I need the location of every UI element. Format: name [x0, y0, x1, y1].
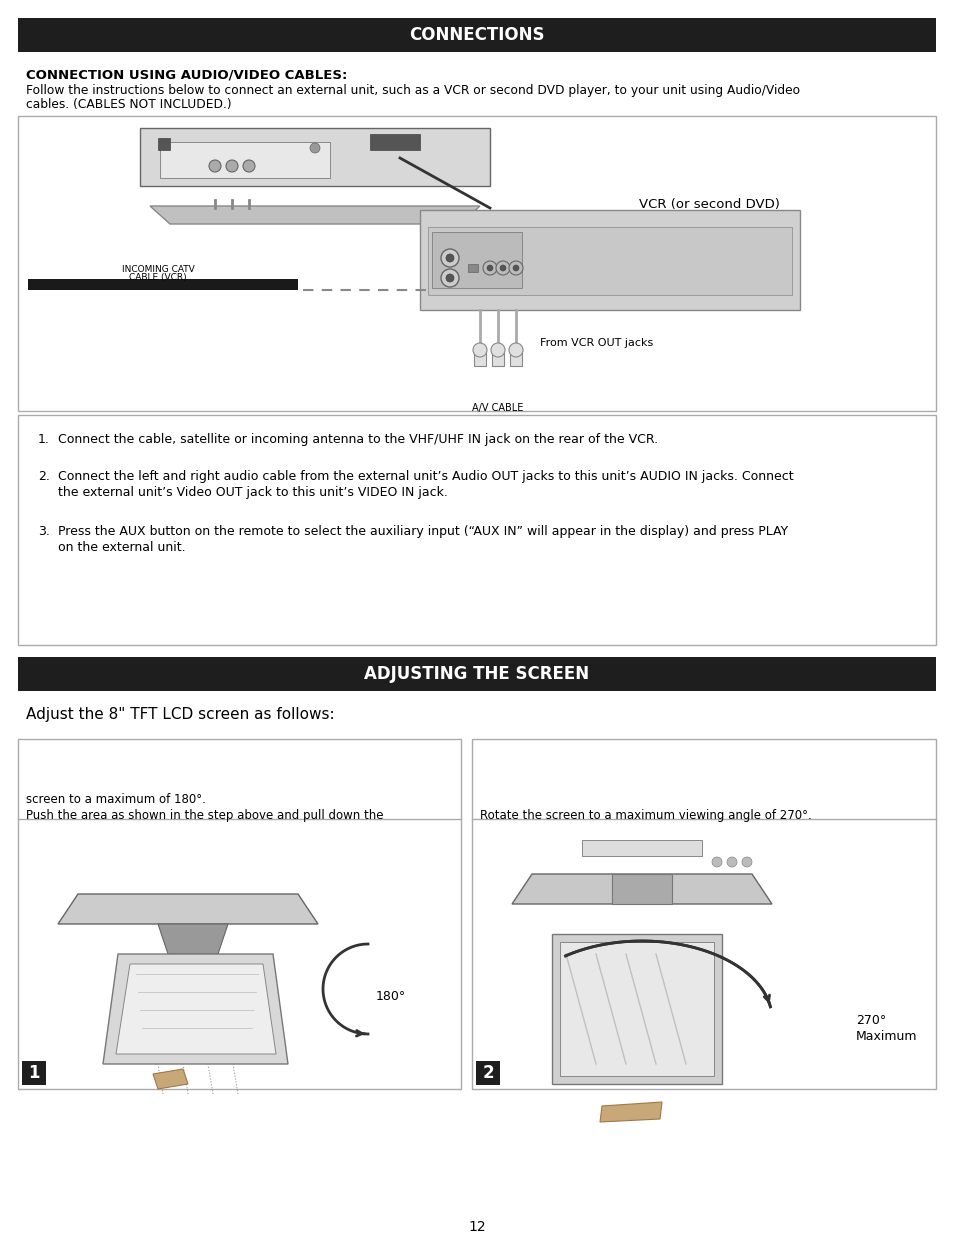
- Text: Connect the left and right audio cable from the external unit’s Audio OUT jacks : Connect the left and right audio cable f…: [58, 471, 793, 483]
- Text: Rotate the screen to a maximum viewing angle of 270°.: Rotate the screen to a maximum viewing a…: [479, 809, 811, 823]
- Circle shape: [440, 269, 458, 287]
- Bar: [22, 1061, 46, 1086]
- Text: CONNECTIONS: CONNECTIONS: [409, 26, 544, 44]
- Bar: [160, 142, 330, 178]
- Text: Maximum: Maximum: [855, 1030, 917, 1044]
- Text: CABLE (VCR): CABLE (VCR): [129, 273, 187, 282]
- Polygon shape: [150, 206, 479, 224]
- Circle shape: [473, 343, 486, 357]
- Text: 2: 2: [481, 1065, 494, 1082]
- Text: INCOMING CATV: INCOMING CATV: [121, 266, 194, 274]
- Bar: [476, 1061, 499, 1086]
- Circle shape: [243, 161, 254, 172]
- Bar: [552, 934, 721, 1084]
- Bar: [18, 19, 935, 52]
- Polygon shape: [158, 924, 228, 953]
- Circle shape: [491, 343, 504, 357]
- Text: ADJUSTING THE SCREEN: ADJUSTING THE SCREEN: [364, 664, 589, 683]
- Text: Adjust the 8" TFT LCD screen as follows:: Adjust the 8" TFT LCD screen as follows:: [26, 706, 335, 722]
- Bar: [140, 128, 490, 186]
- Text: From VCR OUT jacks: From VCR OUT jacks: [539, 338, 653, 348]
- Bar: [510, 348, 521, 366]
- Polygon shape: [599, 1102, 661, 1123]
- Text: 1.: 1.: [38, 433, 50, 446]
- Bar: [559, 942, 713, 1076]
- Text: 2.: 2.: [38, 471, 50, 483]
- Text: Push the area as shown in the step above and pull down the: Push the area as shown in the step above…: [26, 809, 383, 823]
- Circle shape: [486, 266, 493, 270]
- Circle shape: [509, 261, 522, 275]
- Bar: [18, 415, 935, 645]
- Text: 3.: 3.: [38, 525, 50, 538]
- Text: 270°: 270°: [855, 1014, 885, 1028]
- Text: CONNECTION USING AUDIO/VIDEO CABLES:: CONNECTION USING AUDIO/VIDEO CABLES:: [26, 68, 347, 82]
- Bar: [158, 138, 170, 149]
- Text: VCR (or second DVD): VCR (or second DVD): [639, 198, 780, 211]
- Bar: [612, 874, 671, 904]
- Bar: [18, 657, 935, 692]
- Bar: [468, 264, 477, 272]
- Text: Follow the instructions below to connect an external unit, such as a VCR or seco: Follow the instructions below to connect…: [26, 84, 800, 98]
- Text: A/V CABLE: A/V CABLE: [472, 403, 523, 412]
- Circle shape: [226, 161, 237, 172]
- Circle shape: [310, 143, 319, 153]
- Polygon shape: [116, 965, 275, 1053]
- Circle shape: [482, 261, 497, 275]
- Bar: [581, 840, 701, 856]
- Polygon shape: [512, 874, 771, 904]
- Polygon shape: [103, 953, 288, 1065]
- Polygon shape: [152, 1070, 188, 1089]
- Bar: [18, 739, 460, 1089]
- Circle shape: [496, 261, 510, 275]
- Bar: [492, 348, 503, 366]
- Circle shape: [711, 857, 721, 867]
- Bar: [432, 232, 521, 288]
- Bar: [18, 116, 935, 411]
- Text: the external unit’s Video OUT jack to this unit’s VIDEO IN jack.: the external unit’s Video OUT jack to th…: [58, 487, 447, 499]
- Circle shape: [446, 254, 454, 262]
- Circle shape: [509, 343, 522, 357]
- Bar: [28, 279, 297, 290]
- Text: screen to a maximum of 180°.: screen to a maximum of 180°.: [26, 793, 206, 806]
- Text: Connect the cable, satellite or incoming antenna to the VHF/UHF IN jack on the r: Connect the cable, satellite or incoming…: [58, 433, 658, 446]
- Text: 1: 1: [29, 1065, 40, 1082]
- Circle shape: [499, 266, 505, 270]
- Polygon shape: [58, 894, 317, 924]
- Bar: [428, 227, 791, 295]
- Bar: [474, 348, 485, 366]
- Circle shape: [726, 857, 737, 867]
- Text: cables. (CABLES NOT INCLUDED.): cables. (CABLES NOT INCLUDED.): [26, 98, 232, 111]
- Circle shape: [440, 249, 458, 267]
- Circle shape: [446, 274, 454, 282]
- Circle shape: [513, 266, 518, 270]
- Text: on the external unit.: on the external unit.: [58, 541, 186, 555]
- Bar: [370, 135, 419, 149]
- Bar: [419, 210, 800, 310]
- Text: 12: 12: [468, 1220, 485, 1234]
- Text: 180°: 180°: [375, 990, 406, 1004]
- Bar: [472, 739, 935, 1089]
- Circle shape: [209, 161, 221, 172]
- Circle shape: [741, 857, 751, 867]
- Text: Press the AUX button on the remote to select the auxiliary input (“AUX IN” will : Press the AUX button on the remote to se…: [58, 525, 787, 538]
